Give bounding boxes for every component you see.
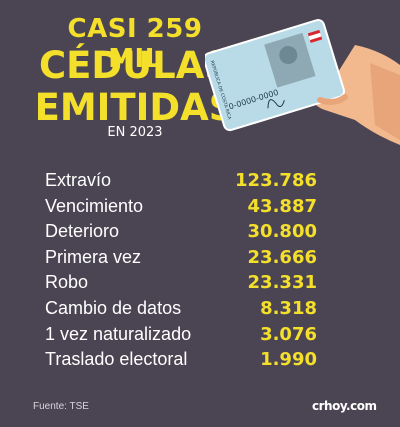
row-value: 123.786 (235, 170, 317, 191)
row-label: Vencimiento (45, 195, 144, 216)
title-line: EMITIDAS (34, 86, 236, 129)
row-label: Deterioro (45, 221, 120, 242)
source: Fuente: TSE (33, 401, 89, 412)
row-value: 23.331 (247, 272, 317, 294)
card-illustration: 0-0000-0000 REPÚBLICA DE COSTA RICA (205, 19, 400, 145)
row-label: Primera vez (45, 246, 142, 267)
row-label: Cambio de datos (45, 298, 182, 318)
row-label: Extravío (45, 170, 112, 190)
card-flag-stripe (308, 32, 322, 41)
subtitle: EN 2023 (107, 125, 163, 140)
thumb (317, 94, 348, 105)
title-line: CÉDULAS (38, 44, 232, 87)
logo: crhoy.com (312, 399, 377, 413)
row-value: 23.666 (247, 246, 317, 268)
row-value: 3.076 (260, 323, 317, 345)
card-photo-head (279, 46, 298, 65)
title-line: CASI 259 MIL (67, 14, 203, 74)
row-label: Robo (45, 272, 89, 293)
card-signature (267, 99, 285, 109)
row-label: Traslado electoral (45, 349, 188, 370)
row-value: 8.318 (260, 298, 317, 319)
row-value: 30.800 (247, 221, 317, 243)
hand-shade (370, 63, 400, 140)
row-label: 1 vez naturalizado (45, 323, 192, 344)
row-value: 43.887 (247, 195, 317, 217)
row-value: 1.990 (260, 349, 317, 371)
